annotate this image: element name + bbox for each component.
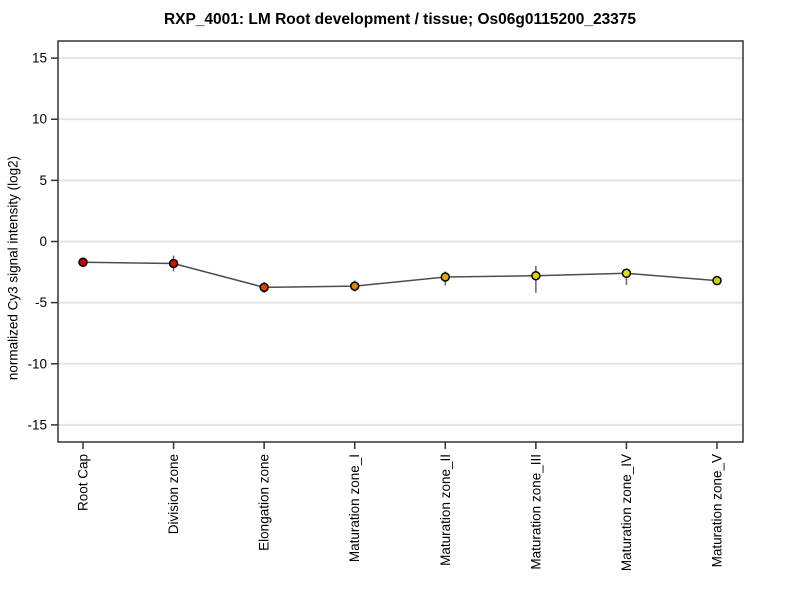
y-tick-label: 15: [32, 51, 47, 66]
data-point: [259, 282, 269, 293]
y-tick-label: 0: [39, 234, 47, 249]
y-tick-label: -5: [35, 295, 47, 310]
x-tick-label: Division zone: [166, 454, 181, 534]
x-tick-label: Maturation zone_I: [347, 454, 362, 562]
data-point: [78, 257, 88, 268]
y-tick-label: -10: [27, 356, 47, 371]
y-tick-label: 10: [32, 112, 47, 127]
data-point: [440, 272, 451, 282]
data-point: [349, 281, 360, 291]
series-line: [82, 261, 718, 289]
x-tick-label: Root Cap: [76, 454, 91, 511]
data-point: [712, 275, 722, 286]
x-tick-label: Maturation zone_II: [438, 454, 453, 566]
x-tick-label: Maturation zone_III: [528, 454, 543, 570]
chart-title: RXP_4001: LM Root development / tissue; …: [163, 11, 637, 28]
data-point: [531, 270, 541, 281]
y-tick-label: -15: [27, 417, 47, 432]
y-axis-label: normalized Cy3 signal intensity (log2): [5, 155, 21, 381]
x-tick-label: Maturation zone_V: [710, 454, 725, 567]
x-tick-label: Maturation zone_IV: [619, 454, 634, 571]
data-point: [168, 258, 179, 269]
data-point: [621, 268, 632, 279]
x-tick-label: Elongation zone: [257, 454, 272, 551]
y-tick-label: 5: [39, 173, 47, 188]
